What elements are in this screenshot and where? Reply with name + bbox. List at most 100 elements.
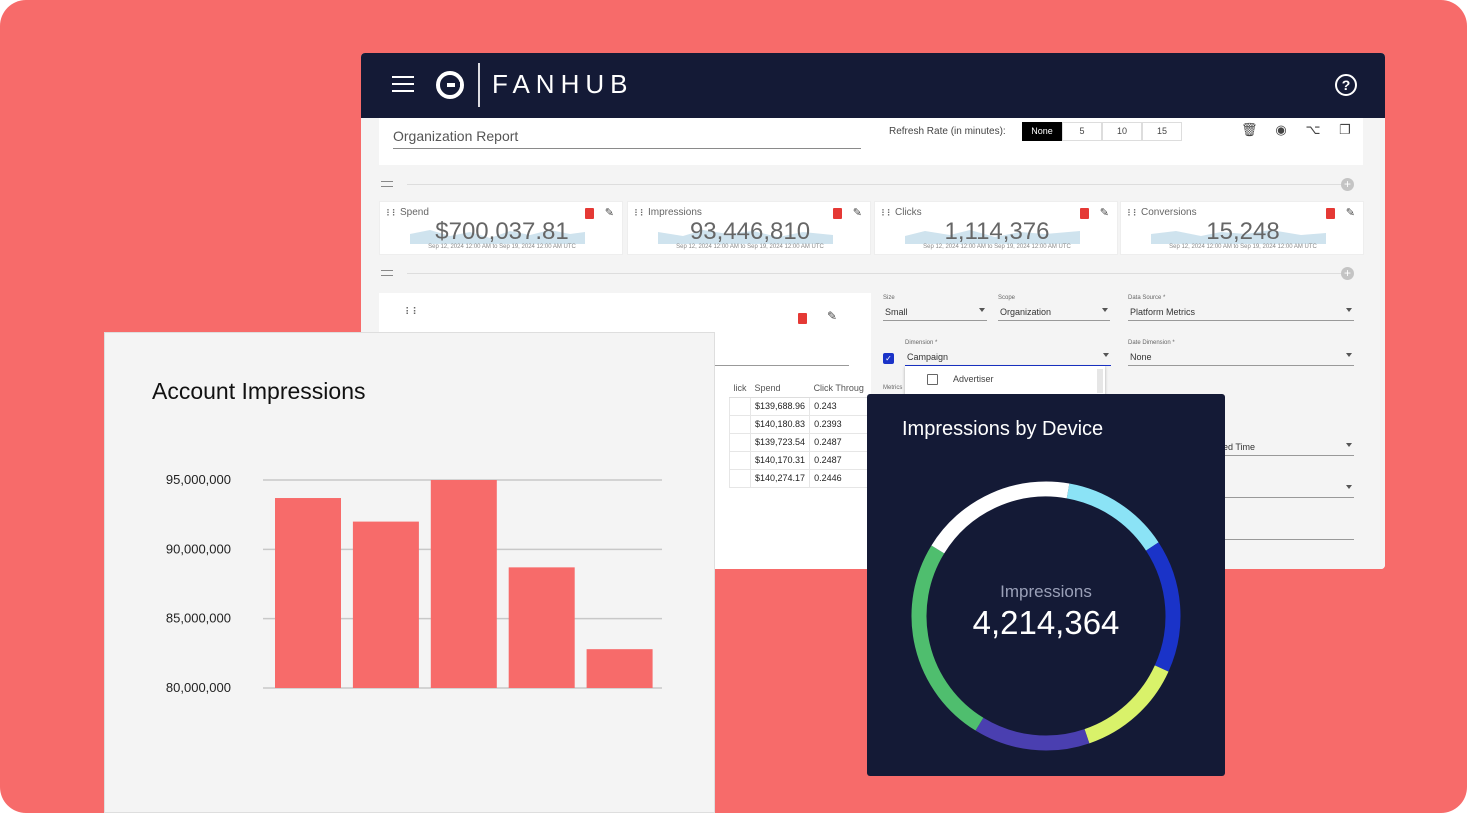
bar[interactable] xyxy=(352,521,419,688)
table-cell: $140,170.31 xyxy=(749,451,810,470)
bar[interactable] xyxy=(430,480,497,688)
brand-name: FANHUB xyxy=(492,69,634,99)
bar[interactable] xyxy=(586,649,653,688)
chevron-down-icon xyxy=(1346,485,1352,489)
extra-field[interactable] xyxy=(1221,514,1354,540)
kpi-label: Clicks xyxy=(895,207,922,218)
help-icon[interactable]: ? xyxy=(1335,74,1357,96)
refresh-5-button[interactable]: 5 xyxy=(1062,122,1102,141)
refresh-15-button[interactable]: 15 xyxy=(1142,122,1182,141)
table-cell: 0.2393 xyxy=(809,415,868,434)
donut-slice[interactable] xyxy=(1066,483,1159,551)
card-title: Impressions by Device xyxy=(902,418,1104,440)
drag-handle-icon[interactable]: ⠇⠇ xyxy=(881,208,893,218)
dimension-dropdown: Advertiser xyxy=(905,366,1105,396)
logo-divider xyxy=(478,63,480,107)
table-cell: 0.2487 xyxy=(809,433,868,452)
y-tick-label: 95,000,000 xyxy=(166,472,231,487)
table-cell: 0.2446 xyxy=(809,469,868,488)
kpi-date-range: Sep 12, 2024 12:00 AM to Sep 19, 2024 12… xyxy=(428,244,576,250)
column-header[interactable]: Click Throug xyxy=(809,379,868,398)
extra-select[interactable] xyxy=(1221,472,1354,498)
delete-icon[interactable] xyxy=(1080,208,1089,219)
donut-slice[interactable] xyxy=(1084,665,1169,744)
kpi-date-range: Sep 12, 2024 12:00 AM to Sep 19, 2024 12… xyxy=(676,244,824,250)
table-cell xyxy=(729,469,751,488)
column-header[interactable]: lick xyxy=(729,379,751,398)
date-dimension-select[interactable]: Date Dimension * None xyxy=(1128,340,1354,366)
edit-icon[interactable]: ✎ xyxy=(1099,207,1109,219)
chevron-down-icon xyxy=(1346,308,1352,312)
trash-icon[interactable]: 🗑 xyxy=(1241,122,1258,137)
donut-slice[interactable] xyxy=(911,545,984,731)
dimension-select[interactable]: Dimension * Campaign xyxy=(905,340,1111,366)
row-drag-handle[interactable] xyxy=(381,270,393,276)
bar[interactable] xyxy=(508,567,575,688)
dropdown-item[interactable]: Advertiser xyxy=(953,374,994,384)
table-row: $140,180.83 0.2393 xyxy=(729,415,868,434)
report-header: Organization Report Refresh Rate (in min… xyxy=(379,118,1363,165)
row-divider xyxy=(407,273,1341,274)
kpi-label: Spend xyxy=(400,207,429,218)
donut-center-label: Impressions xyxy=(1000,582,1092,601)
edit-icon[interactable]: ✎ xyxy=(852,207,862,219)
table-cell xyxy=(729,433,751,452)
drag-handle-icon[interactable]: ⠇⠇ xyxy=(634,208,646,218)
dropdown-checkbox[interactable] xyxy=(927,374,938,385)
add-widget-button[interactable]: + xyxy=(1341,267,1354,280)
date-dimension-value: None xyxy=(1130,352,1152,362)
kpi-date-range: Sep 12, 2024 12:00 AM to Sep 19, 2024 12… xyxy=(1169,244,1317,250)
kpi-value: 93,446,810 xyxy=(689,218,811,245)
chevron-down-icon xyxy=(979,308,985,312)
bar[interactable] xyxy=(275,498,341,688)
data-source-select[interactable]: Data Source * Platform Metrics xyxy=(1128,295,1354,321)
edit-icon[interactable]: ✎ xyxy=(604,207,614,219)
share-icon[interactable]: ⌥ xyxy=(1305,122,1321,137)
data-source-value: Platform Metrics xyxy=(1130,307,1196,317)
y-tick-label: 90,000,000 xyxy=(166,541,231,556)
report-title-input[interactable]: Organization Report xyxy=(393,128,861,149)
refresh-rate-label: Refresh Rate (in minutes): xyxy=(889,126,1006,137)
data-source-label: Data Source * xyxy=(1128,295,1166,301)
kpi-label: Conversions xyxy=(1141,207,1197,218)
table-row: $139,688.96 0.243 xyxy=(729,397,868,416)
refresh-rate-group: None 5 10 15 xyxy=(1022,122,1182,141)
add-widget-button[interactable]: + xyxy=(1341,178,1354,191)
table-cell: 0.243 xyxy=(809,397,868,416)
account-impressions-card: Account Impressions 95,000,000 90,000,000… xyxy=(104,332,715,813)
drag-handle-icon[interactable]: ⠇⠇ xyxy=(405,307,420,318)
donut-slice[interactable] xyxy=(931,481,1070,554)
row-drag-handle[interactable] xyxy=(381,181,393,187)
menu-icon[interactable] xyxy=(392,76,414,94)
dimension-checkbox[interactable]: ✓ xyxy=(883,353,894,364)
copy-icon[interactable]: ❐ xyxy=(1339,122,1351,137)
table-cell: $139,688.96 xyxy=(749,397,810,416)
time-field-value: ed Time xyxy=(1223,442,1256,452)
row-divider xyxy=(407,184,1341,185)
drag-handle-icon[interactable]: ⠇⠇ xyxy=(1127,208,1139,218)
refresh-10-button[interactable]: 10 xyxy=(1102,122,1142,141)
dropdown-scrollbar[interactable] xyxy=(1097,369,1103,393)
edit-icon[interactable]: ✎ xyxy=(1345,207,1355,219)
time-field-select[interactable]: ed Time xyxy=(1221,430,1354,456)
table-cell: $140,180.83 xyxy=(749,415,810,434)
drag-handle-icon[interactable]: ⠇⠇ xyxy=(386,208,398,218)
sparkline xyxy=(1151,230,1326,244)
refresh-none-button[interactable]: None xyxy=(1022,122,1062,141)
eye-icon[interactable]: ◉ xyxy=(1275,122,1287,137)
delete-icon[interactable] xyxy=(798,313,807,324)
size-select[interactable]: Size Small xyxy=(883,295,987,321)
sparkline xyxy=(905,230,1080,244)
edit-icon[interactable]: ✎ xyxy=(827,309,838,323)
fanhub-logo-icon xyxy=(436,71,464,99)
delete-icon[interactable] xyxy=(1326,208,1335,219)
column-header[interactable]: Spend xyxy=(750,379,810,398)
table-cell: 0.2487 xyxy=(809,451,868,470)
donut-slice[interactable] xyxy=(1145,542,1181,672)
donut-center-value: 4,214,364 xyxy=(972,604,1120,641)
chevron-down-icon xyxy=(1102,308,1108,312)
scope-select[interactable]: Scope Organization xyxy=(998,295,1110,321)
donut-slice[interactable] xyxy=(975,717,1090,751)
delete-icon[interactable] xyxy=(833,208,842,219)
delete-icon[interactable] xyxy=(585,208,594,219)
